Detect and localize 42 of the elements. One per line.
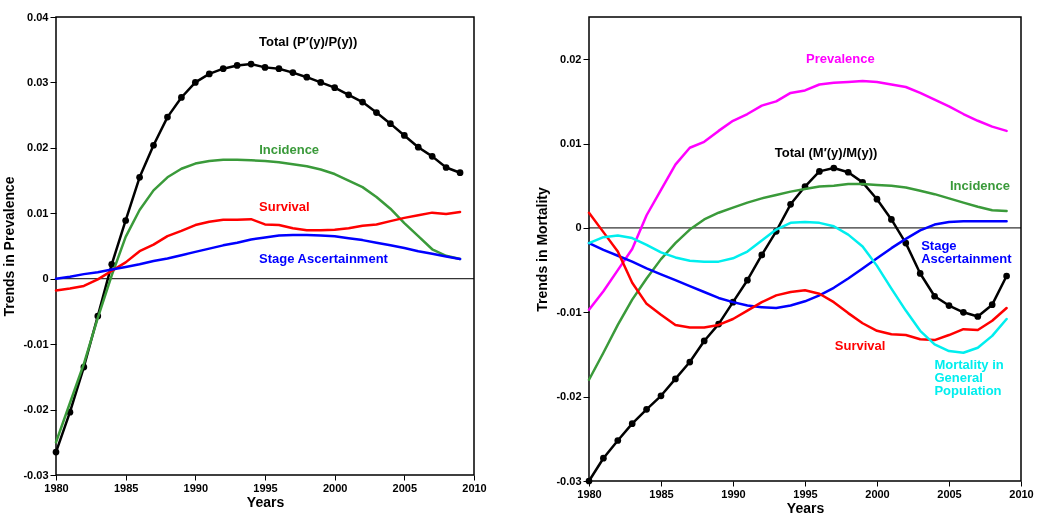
x-axis-title: Years — [246, 493, 285, 510]
y-axis-title: Trends in Mortality — [534, 187, 551, 312]
x-tick-label: 1980 — [577, 487, 602, 500]
x-tick-label: 1985 — [649, 487, 674, 500]
y-axis-title: Trends in Prevalence — [1, 176, 18, 317]
series-label: Total (P′(y)/P(y)) — [259, 34, 358, 50]
y-tick-label: 0.01 — [27, 206, 49, 219]
series-label: Prevalence — [806, 51, 875, 67]
series-label: Stage Ascertainment — [921, 238, 1013, 267]
x-tick-label: 1995 — [793, 487, 818, 500]
y-tick-label: -0.01 — [23, 337, 49, 350]
y-tick-label: -0.01 — [556, 305, 582, 318]
x-tick-label: 2000 — [322, 481, 348, 494]
y-tick-label: 0.03 — [27, 75, 49, 88]
x-tick-label: 2000 — [865, 487, 890, 500]
series-label: Incidence — [950, 178, 1010, 194]
x-tick-label: 1995 — [253, 481, 278, 494]
x-tick-label: 1990 — [183, 481, 209, 494]
series-label: Survival — [834, 338, 886, 354]
series-label: Incidence — [259, 141, 320, 157]
x-tick-label: 2010 — [1009, 487, 1034, 500]
y-tick-label: -0.02 — [23, 403, 49, 416]
x-tick-label: 2005 — [937, 487, 962, 500]
x-tick-label: 1985 — [113, 481, 139, 494]
y-tick-label: 0.02 — [27, 141, 49, 154]
series-label: Total (M′(y)/M(y)) — [774, 145, 878, 161]
y-tick-label: 0 — [575, 221, 582, 234]
series-label: Stage Ascertainment — [259, 251, 389, 267]
x-tick-label: 1990 — [721, 487, 746, 500]
y-tick-label: 0 — [42, 272, 49, 285]
series-label: Survival — [259, 199, 310, 215]
x-tick-label: 1980 — [44, 481, 69, 494]
series-label: Mortality in General Population — [934, 356, 1004, 398]
x-tick-label: 2010 — [462, 481, 487, 494]
y-tick-label: -0.03 — [556, 474, 582, 487]
y-tick-label: -0.02 — [556, 390, 582, 403]
x-tick-label: 2005 — [392, 481, 418, 494]
y-tick-label: -0.03 — [23, 468, 49, 481]
y-tick-label: 0.04 — [27, 10, 50, 23]
x-axis-title: Years — [786, 499, 825, 516]
y-tick-label: 0.02 — [560, 52, 582, 65]
y-tick-label: 0.01 — [560, 137, 582, 150]
